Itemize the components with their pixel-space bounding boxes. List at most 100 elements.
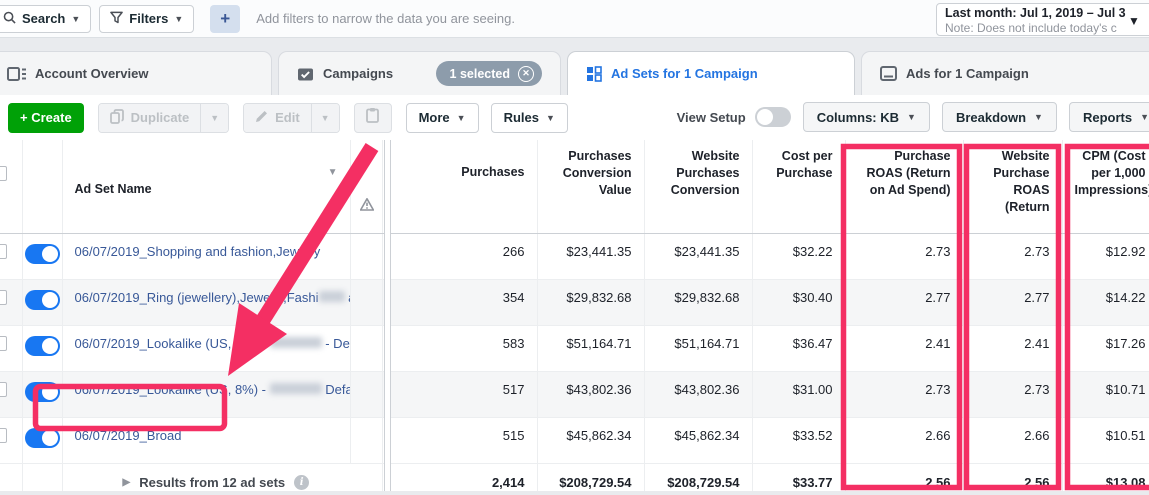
select-all-checkbox[interactable] [0, 166, 7, 181]
breakdown-button[interactable]: Breakdown ▼ [941, 102, 1057, 132]
toolbar: + Create Duplicate ▼ Edit ▼ More ▼ Rules… [0, 95, 1149, 140]
metric-cell: $43,802.36 [644, 371, 753, 418]
select-checkbox[interactable] [0, 381, 7, 397]
metric-cell: $51,164.71 [644, 325, 753, 372]
select-checkbox[interactable] [0, 427, 7, 443]
warning-icon [359, 197, 374, 214]
ad-set-name-link[interactable]: 06/07/2019_Lookalike (US, 8%) - Default … [74, 381, 350, 397]
sort-caret-icon[interactable]: ▼ [327, 167, 338, 178]
date-range-value: Last month: Jul 1, 2019 – Jul 3 [945, 6, 1126, 20]
metric-cell: $17.26 [1062, 325, 1149, 372]
duplicate-button[interactable]: Duplicate [98, 103, 201, 132]
expand-icon[interactable]: ▶ [122, 476, 131, 488]
tab-label: Account Overview [35, 66, 149, 81]
redacted-text [269, 382, 322, 394]
table-row: 06/07/2019_Ring (jewellery),Jewelry,Fash… [0, 279, 1149, 326]
tab-ads[interactable]: Ads for 1 Campaign [861, 51, 1149, 95]
duplicate-dropdown[interactable]: ▼ [200, 103, 229, 132]
selected-count-label: 1 selected [449, 66, 510, 81]
clipboard-icon [366, 107, 379, 128]
metric-cell: 583 [382, 325, 538, 372]
ad-set-active-toggle[interactable] [24, 289, 60, 310]
date-range-picker[interactable]: Last month: Jul 1, 2019 – Jul 3 Note: Do… [936, 3, 1149, 36]
filter-bar: Search ▼ Filters ▼ + Add filters to narr… [0, 0, 1149, 38]
metric-cell: $43,802.36 [537, 371, 645, 418]
view-setup-toggle[interactable] [754, 107, 791, 127]
column-header[interactable]: Purchase ROAS (Return on Ad Spend) [845, 140, 964, 234]
chevron-down-icon: ▼ [1034, 112, 1043, 122]
delivery-warning-cell [350, 233, 383, 280]
more-button[interactable]: More ▼ [405, 102, 479, 133]
metric-cell: $14.22 [1062, 279, 1149, 326]
edit-button[interactable]: Edit [244, 103, 311, 132]
metric-cell: 2.73 [845, 233, 964, 280]
duplicate-icon [109, 108, 124, 127]
duplicate-label: Duplicate [130, 110, 190, 125]
edit-dropdown[interactable]: ▼ [310, 103, 339, 132]
column-header[interactable]: Purchases [382, 140, 538, 234]
metric-cell: $32.22 [752, 233, 846, 280]
columns-button[interactable]: Columns: KB ▼ [802, 102, 930, 132]
column-header[interactable]: Purchases Conversion Value [537, 140, 645, 234]
select-checkbox[interactable] [0, 335, 7, 351]
ads-icon [880, 66, 897, 81]
ad-set-name-link[interactable]: 06/07/2019_Broad [74, 427, 182, 443]
delivery-warning-cell [350, 325, 383, 372]
metric-cell: $33.52 [752, 417, 846, 464]
reports-button[interactable]: Reports ▼ [1068, 102, 1149, 132]
metric-cell: 2.77 [963, 279, 1063, 326]
chevron-down-icon: ▼ [907, 112, 916, 122]
tab-label: Ads for 1 Campaign [906, 66, 1029, 81]
tab-campaigns[interactable]: Campaigns 1 selected ✕ [278, 51, 561, 95]
info-icon[interactable]: i [294, 474, 310, 490]
ad-set-name-link[interactable]: 06/07/2019_Shopping and fashion,Jewelry [74, 243, 321, 259]
page-background [0, 491, 1149, 495]
column-header[interactable]: Website Purchase ROAS (Return [963, 140, 1063, 234]
metric-cell: $12.92 [1062, 233, 1149, 280]
campaigns-icon [297, 66, 314, 82]
ad-set-active-toggle[interactable] [24, 335, 60, 356]
metric-cell: $45,862.34 [537, 417, 645, 464]
metric-cell: 2.77 [845, 279, 964, 326]
create-button[interactable]: + Create [8, 102, 84, 133]
redacted-text [318, 290, 345, 302]
tab-account-overview[interactable]: Account Overview [0, 51, 272, 95]
select-checkbox[interactable] [0, 289, 7, 305]
delivery-warning-cell [350, 417, 383, 464]
filters-button[interactable]: Filters ▼ [99, 4, 195, 33]
ad-set-active-toggle[interactable] [24, 381, 60, 402]
metric-cell: 2.41 [963, 325, 1063, 372]
tab-ad-sets[interactable]: Ad Sets for 1 Campaign [567, 51, 855, 95]
edit-split-button: Edit ▼ [243, 102, 340, 133]
tab-strip: Account Overview Campaigns 1 selected ✕ … [0, 38, 1149, 95]
table-row: 06/07/2019_Shopping and fashion,Jewelry 2… [0, 233, 1149, 280]
table-row: 06/07/2019_Lookalike (US, 8%) - Default … [0, 371, 1149, 418]
metric-cell: 2.41 [845, 325, 964, 372]
selected-count-badge[interactable]: 1 selected ✕ [435, 61, 542, 86]
search-icon [3, 11, 16, 27]
metric-cell: 2.66 [963, 417, 1063, 464]
view-setup-label: View Setup [676, 109, 746, 125]
total-cell: $208,729.54Total [537, 462, 645, 495]
clear-selection-icon[interactable]: ✕ [518, 65, 534, 82]
metric-cell: 266 [382, 233, 538, 280]
metric-cell: $23,441.35 [537, 233, 645, 280]
column-header-label: Ad Set Name [74, 181, 152, 196]
chevron-down-icon: ▼ [545, 112, 555, 123]
search-button[interactable]: Search ▼ [0, 4, 92, 33]
add-filter-button[interactable]: + [210, 4, 241, 33]
column-header[interactable]: CPM (Cost per 1,000 Impressions) [1062, 140, 1149, 234]
chevron-down-icon: ▼ [210, 112, 220, 123]
ad-set-name-link[interactable]: 06/07/2019_Lookalike (US, 2%) - - Defaul… [74, 335, 350, 351]
tab-label: Campaigns [323, 66, 394, 81]
select-checkbox[interactable] [0, 243, 7, 259]
column-header[interactable]: Cost per Purchase [752, 140, 846, 234]
rules-button[interactable]: Rules ▼ [490, 102, 568, 133]
ad-set-active-toggle[interactable] [24, 243, 60, 264]
metric-cell: 515 [382, 417, 538, 464]
paste-button[interactable] [353, 102, 392, 133]
column-header[interactable]: Website Purchases Conversion [644, 140, 753, 234]
ad-set-name-link[interactable]: 06/07/2019_Ring (jewellery),Jewelry,Fash… [75, 290, 350, 305]
ad-set-active-toggle[interactable] [24, 427, 60, 448]
column-header-ad-set-name[interactable]: Ad Set Name ▼ [62, 140, 351, 234]
